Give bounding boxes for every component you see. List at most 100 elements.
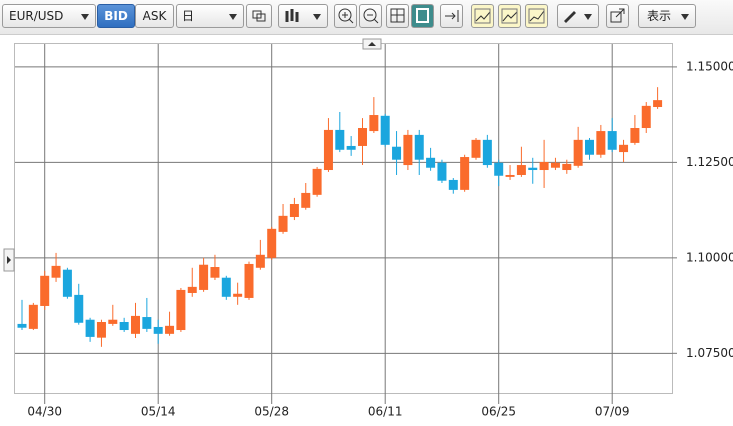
scroll-button[interactable] xyxy=(440,4,463,28)
bid: BID xyxy=(104,9,128,23)
draw-select[interactable] xyxy=(557,4,599,28)
candle-body xyxy=(51,265,61,278)
candle-body xyxy=(380,115,390,145)
candle-body xyxy=(96,322,106,338)
candle-body xyxy=(471,139,481,158)
frame-button[interactable] xyxy=(411,4,434,28)
candle-body xyxy=(210,267,220,278)
icon xyxy=(368,42,376,46)
candle-body xyxy=(426,157,436,168)
ask-button[interactable]: ASK xyxy=(135,4,174,28)
candle-body xyxy=(74,294,84,323)
candle-body xyxy=(335,129,345,150)
candle-body xyxy=(85,319,95,337)
ask: ASK xyxy=(142,9,167,23)
candle-body xyxy=(619,144,629,153)
chart-type-select[interactable] xyxy=(278,4,328,28)
indicator-button[interactable] xyxy=(471,4,494,28)
y-tick-label: 1.10000 xyxy=(686,250,733,264)
candle-body xyxy=(108,319,118,324)
period-select[interactable]: 日 xyxy=(176,4,244,28)
candle-body xyxy=(641,105,651,129)
candle-body xyxy=(528,167,538,171)
candle-body xyxy=(119,322,129,331)
indicator-button[interactable] xyxy=(498,4,521,28)
candle-body xyxy=(550,162,560,168)
x-tick-label: 04/30 xyxy=(27,405,62,419)
icon xyxy=(416,8,429,23)
compare-button[interactable] xyxy=(246,4,272,28)
bid-button[interactable]: BID xyxy=(97,4,135,28)
icon xyxy=(474,8,491,24)
candle-body xyxy=(312,168,322,195)
indicator-button[interactable] xyxy=(525,4,548,28)
candle-body xyxy=(516,165,526,175)
candle-body xyxy=(244,263,254,298)
icon xyxy=(390,8,405,23)
candle-body xyxy=(437,162,447,181)
candle-body xyxy=(323,129,333,171)
candle-body xyxy=(301,192,311,208)
candle-body xyxy=(505,174,515,177)
zoom-in[interactable] xyxy=(334,4,357,28)
candle-body xyxy=(142,317,152,329)
fit-button[interactable] xyxy=(386,4,409,28)
icon xyxy=(445,10,459,22)
zoom-out[interactable] xyxy=(359,4,382,28)
candle-body xyxy=(289,204,299,217)
candle-body xyxy=(630,128,640,143)
icon xyxy=(252,10,266,22)
icon xyxy=(528,8,545,24)
display-select[interactable]: 表示 xyxy=(638,4,696,28)
candle-body xyxy=(221,277,231,297)
icon xyxy=(501,8,518,24)
candle-body xyxy=(40,275,50,306)
display: 表示 xyxy=(647,9,672,23)
icon xyxy=(285,9,299,22)
candle-body xyxy=(62,269,72,297)
candle-body xyxy=(165,325,175,334)
candle-body xyxy=(607,131,617,150)
x-tick-label: 05/14 xyxy=(141,405,176,419)
x-tick-label: 06/25 xyxy=(481,405,516,419)
candle-body xyxy=(369,115,379,132)
x-tick-label: 06/11 xyxy=(368,405,403,419)
candle-body xyxy=(596,131,606,155)
candle-body xyxy=(460,157,470,190)
candle-body xyxy=(199,264,209,290)
candle-body xyxy=(267,228,277,258)
candle-body xyxy=(653,100,663,108)
candle-body xyxy=(358,128,367,146)
icon xyxy=(7,256,11,264)
candle-body xyxy=(562,163,572,171)
popout-button[interactable] xyxy=(606,4,629,28)
candle-body xyxy=(278,215,288,232)
candle-body xyxy=(255,254,265,268)
candle-body xyxy=(28,304,38,329)
icon xyxy=(564,11,576,23)
candle-body xyxy=(494,162,504,176)
candle-body xyxy=(573,139,583,166)
candle-body xyxy=(585,139,594,155)
candle-body xyxy=(17,323,27,328)
plot-frame xyxy=(14,43,673,394)
candle-body xyxy=(233,293,243,297)
symbol: EUR/USD xyxy=(9,9,64,23)
y-tick-label: 1.07500 xyxy=(686,346,733,360)
icon xyxy=(338,8,354,24)
chart: 1.07500 1.10000 1.12500 1.15000 04/30 05/14 05… xyxy=(3,38,733,419)
y-tick-label: 1.15000 xyxy=(686,59,733,73)
x-tick-label: 05/28 xyxy=(254,405,289,419)
candle-body xyxy=(187,286,197,293)
candle-body xyxy=(153,326,163,334)
candle-body xyxy=(392,146,402,160)
candle-body xyxy=(482,139,492,166)
candle-body xyxy=(448,179,458,190)
candle-body xyxy=(414,134,424,160)
toolbar: EUR/USD BID ASK 日 表示 xyxy=(0,0,733,35)
candle-body xyxy=(346,145,356,150)
candle-body xyxy=(539,162,549,171)
symbol-select[interactable]: EUR/USD xyxy=(2,4,96,28)
period: 日 xyxy=(182,9,195,23)
